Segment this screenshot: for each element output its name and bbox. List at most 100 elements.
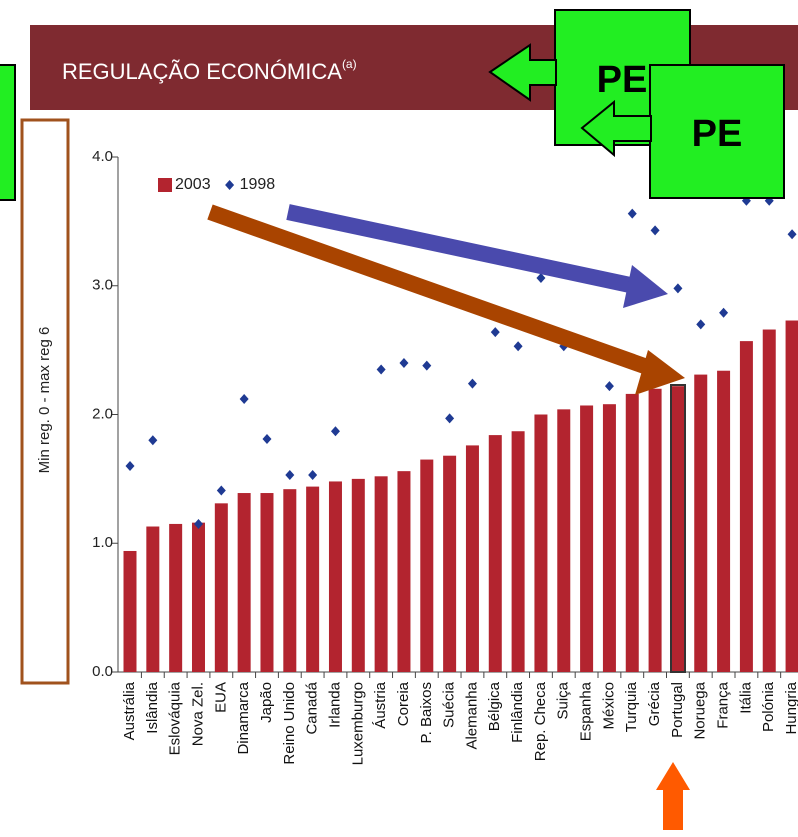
dot — [627, 208, 637, 219]
bar — [306, 486, 320, 672]
x-tick-label: Polónia — [760, 681, 777, 732]
bar — [762, 329, 776, 672]
dot — [422, 360, 432, 371]
dot — [330, 426, 340, 437]
dot — [148, 435, 158, 446]
dot — [467, 378, 477, 389]
annotation-arrow — [488, 43, 557, 102]
dot — [696, 319, 706, 330]
dot — [125, 461, 135, 471]
dot — [604, 381, 614, 392]
bar — [557, 409, 571, 672]
dot — [262, 433, 272, 444]
legend-label: 2003 — [175, 176, 211, 193]
bar — [123, 550, 137, 672]
dot — [719, 307, 729, 318]
x-tick-label: Finlândia — [509, 681, 526, 743]
x-tick-label: EUA — [212, 682, 229, 713]
x-tick-label: Eslováquia — [167, 681, 184, 755]
bar — [625, 393, 639, 672]
y-tick-label: 4.0 — [92, 148, 113, 165]
x-tick-label: Nova Zel. — [189, 682, 206, 746]
dot — [193, 518, 203, 529]
bar — [397, 471, 411, 672]
bar — [465, 445, 479, 672]
x-tick-label: P. Baixos — [418, 682, 435, 743]
bar — [785, 320, 798, 672]
dot — [399, 358, 409, 368]
y-tick-label: 3.0 — [92, 277, 113, 294]
annotation-box — [649, 64, 785, 199]
bar — [717, 370, 731, 672]
title-text: REGULAÇÃO ECONÓMICA — [62, 59, 342, 84]
bar — [739, 341, 753, 672]
plot: 0.0 1.0 2.0 3.0 4.0 Austrália Islândia Eslováqu… — [92, 148, 798, 765]
y-tick-label: 2.0 — [92, 405, 113, 422]
bar — [694, 374, 708, 672]
dot — [787, 229, 797, 240]
bar — [420, 459, 434, 672]
legend-label: 1998 — [240, 176, 276, 193]
dot — [650, 225, 660, 236]
x-tick-label: Austrália — [121, 681, 138, 740]
x-tick-label: Reino Unido — [281, 682, 298, 765]
arrow-head — [635, 350, 685, 395]
x-tick-label: Islândia — [144, 681, 161, 733]
x-tick-label: Itália — [737, 681, 754, 713]
x-tick-label: Rep. Checa — [532, 681, 549, 761]
arrow — [207, 204, 653, 376]
y-tick-label: 1.0 — [92, 534, 113, 551]
y-axis-label: Min reg. 0 - max reg 6 — [36, 327, 53, 474]
annotation-box — [0, 64, 16, 201]
annotation-arrow — [580, 99, 652, 158]
x-tick-label: Áustria — [372, 681, 389, 728]
dot — [216, 485, 226, 496]
bar — [146, 526, 160, 672]
x-tick-label: Grécia — [646, 681, 663, 726]
x-tick-label: Turquia — [623, 681, 640, 732]
dot — [490, 327, 500, 338]
dot — [536, 273, 546, 284]
x-tick-label: Alemanha — [463, 681, 480, 749]
bar — [671, 386, 685, 672]
x-tick-label: Suiça — [555, 681, 572, 719]
bar — [511, 431, 525, 672]
y-tick-label: 0.0 — [92, 663, 113, 680]
annotation: PE — [692, 113, 743, 155]
annotation: PE — [597, 59, 648, 101]
arrow-up — [656, 762, 690, 830]
x-tick-label: Japão — [258, 682, 275, 723]
bar — [214, 503, 228, 672]
x-tick-label: Irlanda — [326, 681, 343, 728]
bar — [328, 481, 342, 672]
bar — [443, 455, 457, 672]
bar — [602, 404, 616, 672]
bar — [488, 435, 502, 672]
dot — [308, 470, 318, 481]
dot — [445, 413, 455, 424]
bar — [648, 388, 662, 672]
x-tick-label: França — [715, 681, 732, 728]
bar — [237, 493, 251, 672]
dot — [239, 394, 249, 405]
dot — [376, 364, 386, 375]
chart-title: REGULAÇÃO ECONÓMICA(a) — [62, 57, 357, 84]
x-tick-label: Portugal — [669, 682, 686, 738]
bar — [534, 414, 548, 672]
dot — [513, 341, 523, 352]
x-tick-label: Dinamarca — [235, 681, 252, 754]
bar — [283, 489, 297, 672]
arrow-head — [623, 265, 668, 308]
bar — [260, 493, 274, 672]
x-tick-label: Noruega — [692, 681, 709, 739]
x-tick-label: Suécia — [441, 681, 458, 728]
legend-swatch — [158, 178, 172, 192]
arrow — [286, 204, 632, 293]
x-tick-label: Coreia — [395, 681, 412, 726]
bar — [374, 476, 388, 672]
x-tick-label: Canadá — [304, 681, 321, 734]
bar — [580, 405, 594, 672]
x-tick-label: México — [600, 682, 617, 730]
highlight-bar — [670, 384, 686, 673]
